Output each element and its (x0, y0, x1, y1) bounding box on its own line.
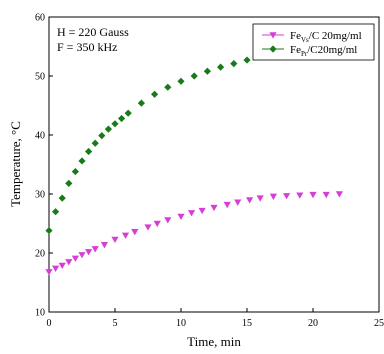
x-axis-title: Time, min (187, 334, 241, 349)
data-point (52, 265, 60, 272)
data-point (296, 192, 304, 199)
legend-marker (269, 32, 277, 39)
plot-area (48, 16, 380, 313)
x-axis: 0 5 10 15 20 25 (47, 308, 384, 329)
data-point (58, 194, 66, 202)
y-tick-label: 10 (35, 308, 45, 319)
x-tick-label: 10 (176, 318, 186, 329)
data-point (144, 224, 152, 231)
data-point (164, 217, 172, 224)
series-1 (45, 191, 343, 276)
y-tick-label: 40 (35, 131, 45, 142)
data-point (137, 99, 145, 107)
data-point (190, 72, 198, 80)
x-tick-label: 15 (242, 318, 252, 329)
data-point (164, 83, 172, 91)
legend-label: FePr/C20mg/ml (290, 44, 357, 58)
y-tick-label: 60 (35, 13, 45, 24)
data-point (100, 242, 109, 249)
data-point (203, 67, 211, 75)
series-2 (45, 56, 251, 235)
data-point (91, 246, 99, 253)
x-tick-label: 5 (113, 318, 118, 329)
data-point (118, 114, 126, 123)
data-point (131, 229, 139, 236)
data-point (283, 193, 291, 200)
data-point (78, 252, 86, 259)
y-tick-label: 50 (35, 72, 45, 83)
x-tick-label: 0 (47, 318, 52, 329)
data-point (91, 139, 99, 147)
data-point (269, 193, 277, 200)
data-point (153, 220, 161, 228)
x-tick-label: 25 (374, 318, 384, 329)
data-point (151, 90, 159, 98)
data-point (71, 255, 79, 262)
legend-label: FeVs/C 20mg/ml (290, 30, 362, 44)
data-point (111, 120, 119, 128)
data-point (85, 147, 93, 156)
data-point (121, 232, 130, 239)
y-tick-label: 30 (35, 190, 45, 201)
data-point (187, 210, 196, 217)
data-point (78, 157, 86, 165)
data-point (98, 131, 106, 140)
data-point (217, 63, 225, 71)
legend-marker (269, 45, 277, 53)
data-point (309, 191, 317, 199)
data-point (243, 56, 251, 64)
series-layer (45, 56, 343, 276)
data-point (58, 262, 66, 269)
y-axis-title-main: Temperature, (8, 135, 23, 207)
data-point (246, 197, 254, 204)
data-point (335, 191, 343, 198)
legend-item-2: FePr/C20mg/ml (262, 44, 357, 58)
data-point (177, 213, 185, 221)
annotation-field: H = 220 Gauss (57, 25, 129, 39)
data-point (210, 204, 218, 212)
data-point (198, 207, 206, 215)
annotation-frequency: F = 350 kHz (57, 40, 117, 54)
data-point (322, 191, 330, 199)
data-point (52, 208, 60, 216)
data-point (230, 60, 238, 68)
data-point (65, 259, 73, 266)
data-point (45, 226, 53, 235)
y-tick-label: 20 (35, 249, 45, 260)
y-axis-title-unit: °C (8, 121, 23, 135)
data-point (124, 109, 132, 117)
data-point (223, 201, 231, 209)
x-tick-label: 20 (308, 318, 318, 329)
data-point (111, 236, 119, 244)
data-point (71, 167, 79, 176)
data-point (104, 125, 112, 133)
data-point (256, 195, 264, 202)
data-point (65, 179, 73, 187)
data-point (177, 77, 185, 85)
y-axis-title: Temperature, °C (8, 121, 23, 207)
data-point (85, 249, 93, 256)
data-point (234, 199, 242, 206)
data-point (45, 269, 53, 276)
legend-item-1: FeVs/C 20mg/ml (262, 30, 362, 44)
y-axis: 10 20 30 40 50 60 (35, 13, 53, 319)
legend-box (252, 23, 375, 61)
